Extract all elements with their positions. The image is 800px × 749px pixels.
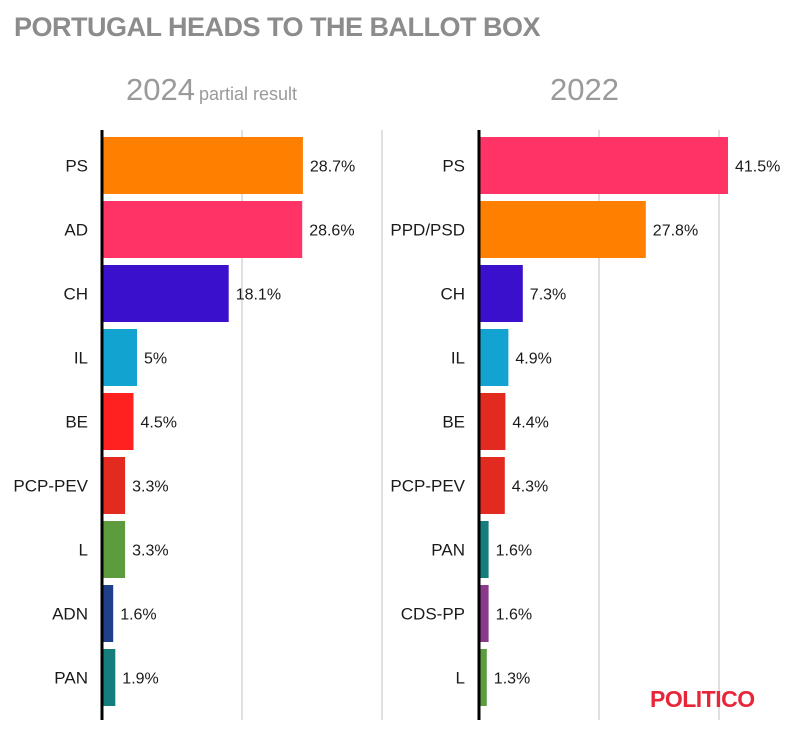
value-label-il: 5%: [144, 351, 167, 368]
chart-title: PORTUGAL HEADS TO THE BALLOT BOX: [14, 12, 541, 42]
bar-ch: [102, 265, 229, 322]
bar-ad: [102, 201, 303, 258]
value-label-il: 4.9%: [515, 351, 551, 368]
panel-subtitle-2024: partial result: [198, 84, 298, 104]
category-label-adn: ADN: [52, 605, 88, 624]
bar-pan: [479, 521, 489, 578]
panel-2022: PS 41.5% PPD/PSD 27.8% CH 7.3% IL 4.9% BE 4.4% PCP…: [390, 130, 780, 720]
category-label-pcp-pev: PCP-PEV: [390, 477, 465, 496]
value-label-ps: 41.5%: [735, 159, 780, 176]
category-label-pan: PAN: [54, 669, 88, 688]
category-label-be: BE: [65, 413, 88, 432]
value-label-ad: 28.6%: [309, 223, 354, 240]
bar-il: [102, 329, 137, 386]
value-label-ch: 18.1%: [236, 287, 281, 304]
bar-adn: [102, 585, 114, 642]
panel-year-2024: 2024: [126, 72, 195, 107]
value-label-ch: 7.3%: [530, 287, 566, 304]
bar-pcp-pev: [102, 457, 126, 514]
bar-il: [479, 329, 509, 386]
category-label-cds-pp: CDS-PP: [401, 605, 465, 624]
value-label-l: 1.3%: [494, 671, 530, 688]
value-label-pcp-pev: 4.3%: [512, 479, 548, 496]
politico-logo: POLITICO: [650, 686, 755, 712]
category-label-ch: CH: [63, 285, 88, 304]
bar-ps: [102, 137, 303, 194]
bar-be: [479, 393, 506, 450]
category-label-pan: PAN: [431, 541, 465, 560]
value-label-pan: 1.6%: [496, 543, 532, 560]
category-label-ad: AD: [64, 221, 88, 240]
panel-2024: PS 28.7% AD 28.6% CH 18.1% IL 5% BE 4.5% PCP-PEV 3.…: [13, 130, 383, 720]
bar-ps: [479, 137, 728, 194]
bar-l: [102, 521, 126, 578]
bar-ch: [479, 265, 523, 322]
value-label-be: 4.5%: [141, 415, 177, 432]
bar-pan: [102, 649, 116, 706]
value-label-l: 3.3%: [132, 543, 168, 560]
value-label-cds-pp: 1.6%: [496, 607, 532, 624]
category-label-ppd-psd: PPD/PSD: [390, 221, 465, 240]
category-label-ch: CH: [440, 285, 465, 304]
value-label-be: 4.4%: [512, 415, 548, 432]
category-label-il: IL: [451, 349, 465, 368]
panel-year-2022: 2022: [550, 72, 619, 107]
panel-title-2024: 2024 partial result: [126, 72, 297, 108]
category-label-il: IL: [74, 349, 88, 368]
bar-ppd-psd: [479, 201, 646, 258]
category-label-l: L: [456, 669, 465, 688]
value-label-pan: 1.9%: [122, 671, 158, 688]
panel-title-2022: 2022: [550, 72, 619, 108]
category-label-be: BE: [442, 413, 465, 432]
category-label-pcp-pev: PCP-PEV: [13, 477, 88, 496]
bar-be: [102, 393, 134, 450]
value-label-ppd-psd: 27.8%: [653, 223, 698, 240]
bar-pcp-pev: [479, 457, 505, 514]
bar-l: [479, 649, 487, 706]
category-label-ps: PS: [65, 157, 88, 176]
value-label-ps: 28.7%: [310, 159, 355, 176]
category-label-ps: PS: [442, 157, 465, 176]
category-label-l: L: [79, 541, 88, 560]
value-label-pcp-pev: 3.3%: [132, 479, 168, 496]
bar-cds-pp: [479, 585, 489, 642]
value-label-adn: 1.6%: [120, 607, 156, 624]
